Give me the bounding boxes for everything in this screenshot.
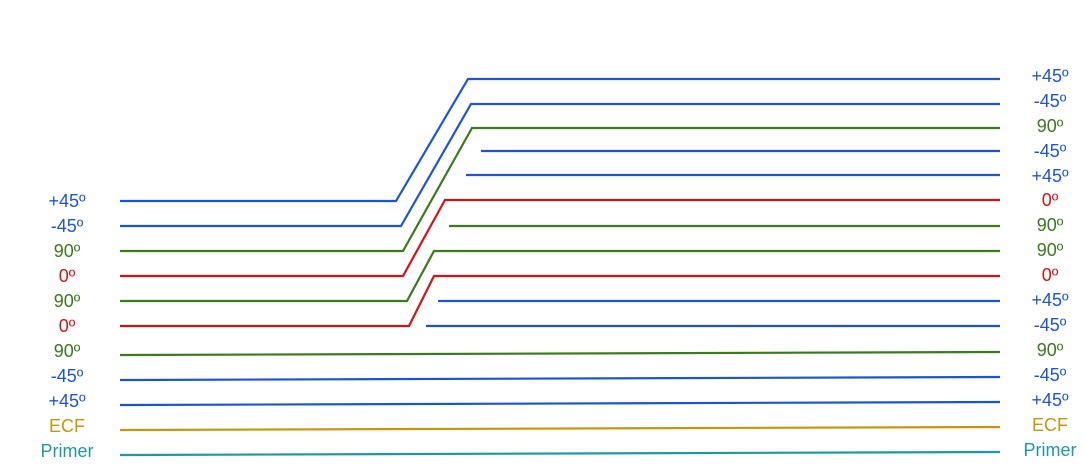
ply-line-minus45 [119,375,1001,382]
left-ply-label: +45º [48,391,86,411]
left-ply-label: 90º [53,341,81,361]
ply-line-primer [119,450,1001,457]
right-ply-label: -45º [1033,315,1067,335]
right-ply-label: 0º [1041,190,1059,210]
left-ply-label: -45º [50,366,84,386]
right-ply-label: +45º [1031,66,1069,86]
ply-line-p0 [120,274,1000,328]
right-ply-label: 90º [1036,215,1064,235]
left-ply-label: Primer [40,441,94,461]
right-ply-label: -45º [1033,91,1067,111]
right-ply-label: 90º [1036,240,1064,260]
ply-line-plus45 [120,77,1000,203]
right-ply-label: ECF [1032,415,1068,435]
ply-line-plus45 [119,400,1001,407]
right-ply-label: +45º [1031,290,1069,310]
ply-line-p90 [119,350,1001,357]
right-ply-label: 90º [1036,116,1064,136]
left-ply-label: +45º [48,191,86,211]
right-ply-label: +45º [1031,166,1069,186]
right-ply-label: 0º [1041,265,1059,285]
right-ply-label: Primer [1023,440,1077,460]
ply-line-ecf [119,425,1001,432]
ply-line-minus45 [120,102,1000,228]
right-ply-label: -45º [1033,141,1067,161]
left-ply-label: 90º [53,291,81,311]
left-ply-label: -45º [50,216,84,236]
left-ply-label: 90º [53,241,81,261]
right-ply-label: 90º [1036,340,1064,360]
left-ply-label: 0º [58,316,76,336]
right-ply-label: +45º [1031,390,1069,410]
left-ply-label: ECF [49,416,85,436]
ply-line-p90 [120,249,1000,303]
right-ply-label: -45º [1033,365,1067,385]
ply-line-p90 [120,126,1000,253]
ply-line-p0 [120,198,1000,278]
left-ply-label: 0º [58,266,76,286]
